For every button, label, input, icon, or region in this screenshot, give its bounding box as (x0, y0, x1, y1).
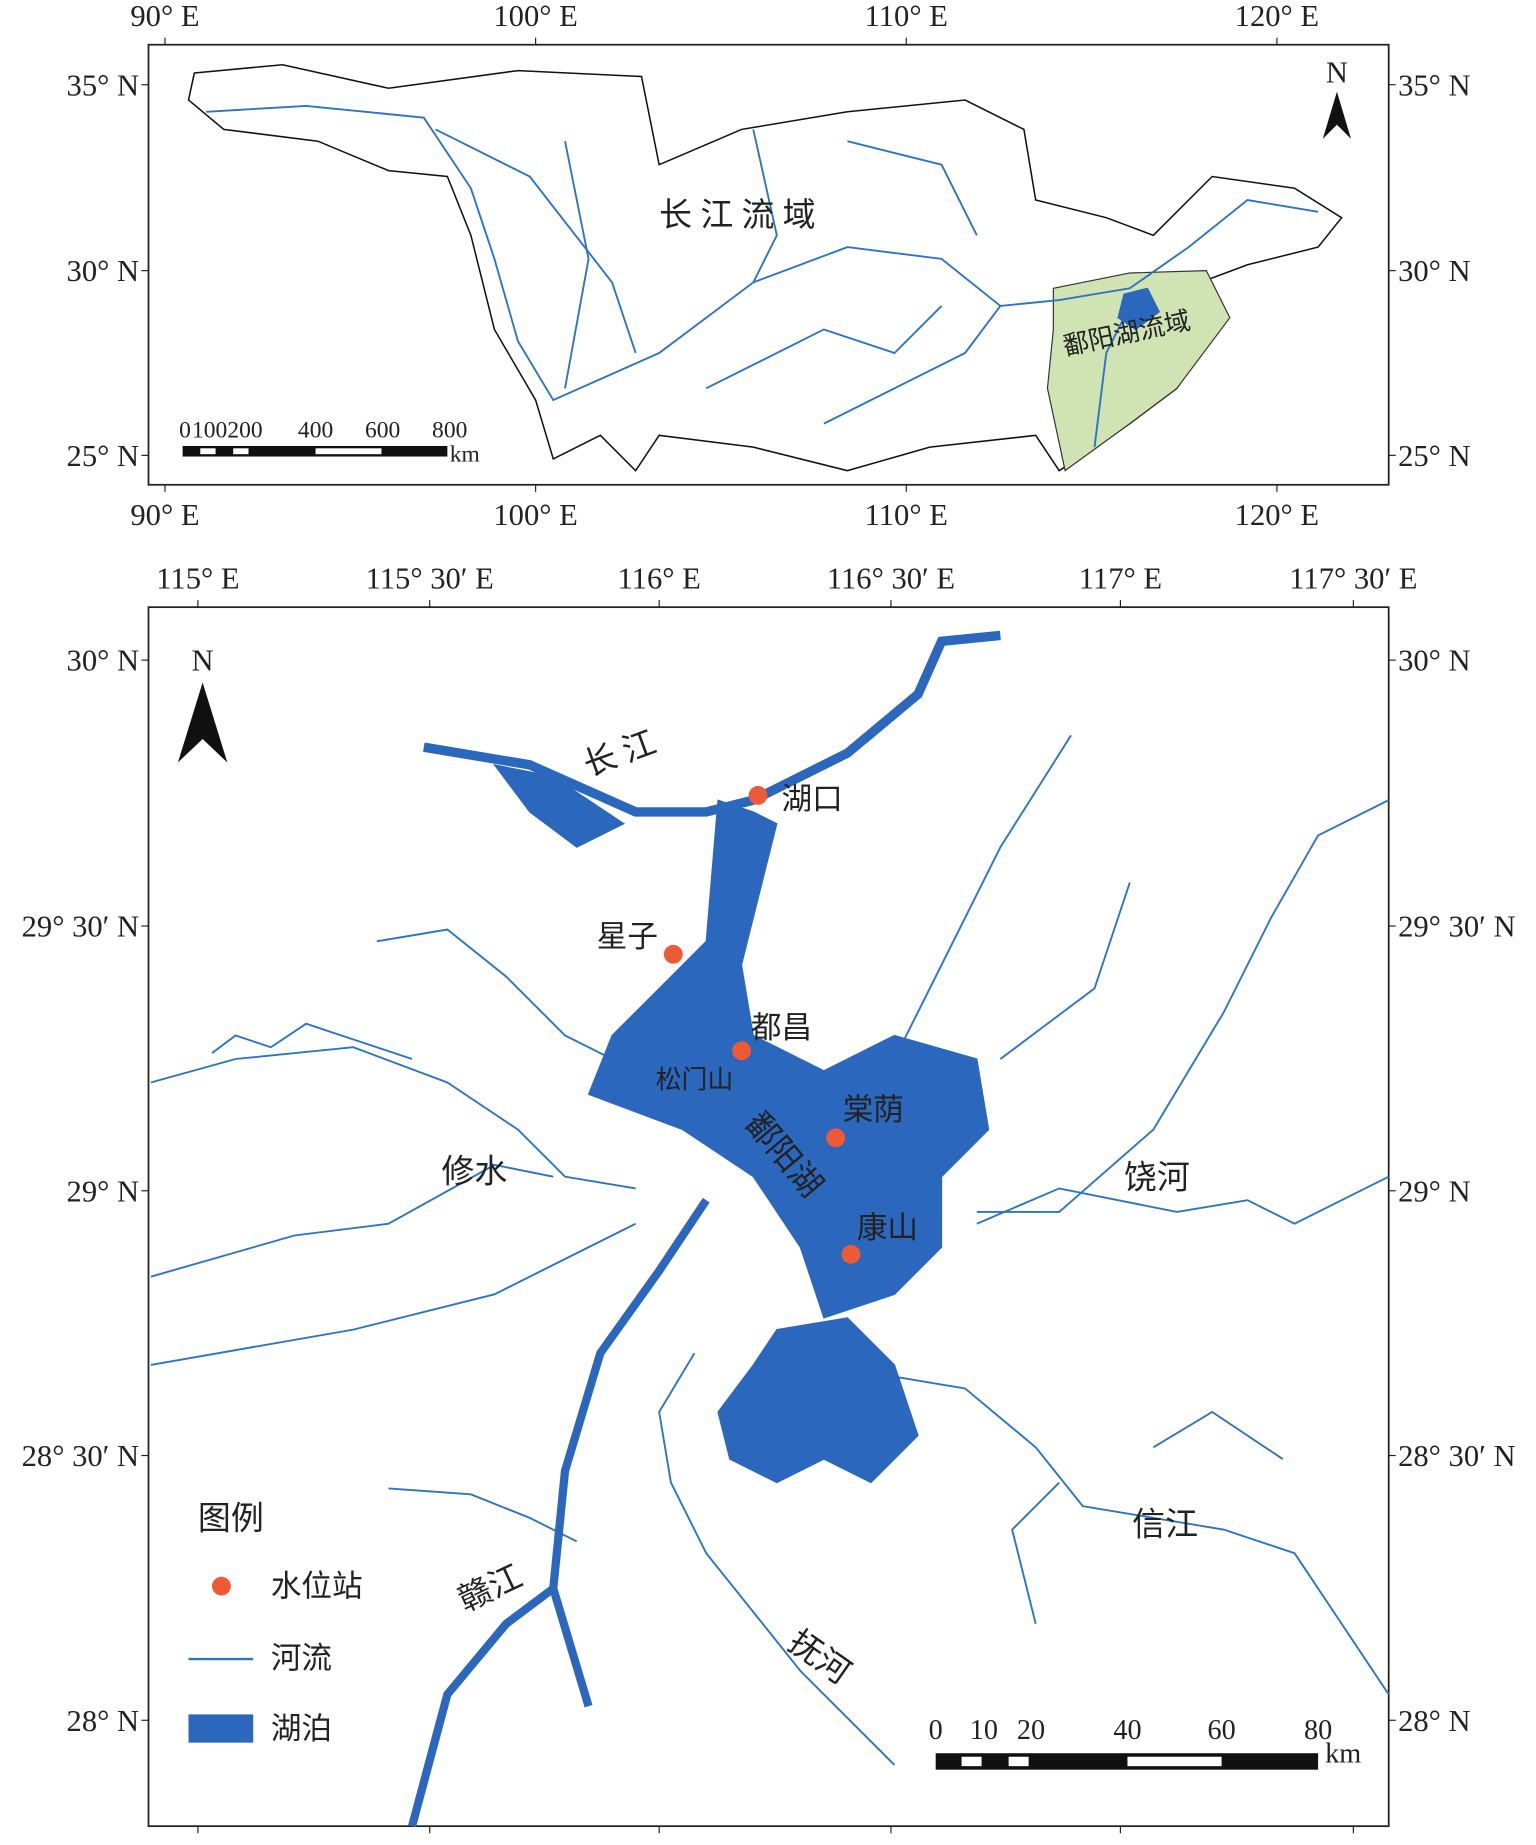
place-label: 赣江 (453, 1558, 528, 1619)
stations: 湖口 星子 都昌 棠荫 康山 (597, 783, 918, 1264)
station-label: 都昌 (751, 1011, 812, 1045)
x-tick-label: 90° E (130, 0, 199, 33)
overview-map: 长 江 流 域 鄱阳湖流域 N (147, 43, 1390, 486)
poyang-lake (587, 799, 990, 1319)
x-tick-label: 115° E (156, 561, 239, 595)
y-tick-label: 30° N (67, 644, 140, 678)
y-tick-label: 29° N (1398, 1174, 1471, 1208)
y-tick-label: 28° N (67, 1704, 140, 1738)
y-tick-label: 29° N (67, 1174, 140, 1208)
x-tick-label: 116° 30′ E (827, 1839, 955, 1845)
scale-label: 600 (365, 418, 400, 444)
y-tick-label: 30° N (1398, 644, 1471, 678)
scale-label: 400 (298, 418, 333, 444)
scale-label: 0 (179, 418, 191, 444)
frame (147, 606, 1390, 1828)
x-tick-label: 117° 30′ E (1289, 561, 1417, 595)
rivers (206, 104, 1319, 448)
x-tick-label: 115° 30′ E (366, 561, 494, 595)
y-tick-label: 25° N (67, 439, 140, 473)
x-tick-label: 117° 30′ E (1289, 1839, 1417, 1845)
legend-title: 图例 (198, 1501, 264, 1538)
lake-south (717, 1317, 919, 1484)
scale-label: 800 (432, 418, 467, 444)
x-tick-label: 110° E (865, 498, 948, 532)
x-tick-label: 116° E (618, 561, 701, 595)
scale-unit: km (450, 441, 480, 467)
lake (1117, 287, 1160, 331)
scale-label: 80 (1304, 1715, 1332, 1746)
y-tick-label: 35° N (67, 68, 140, 102)
north-label: N (1326, 55, 1348, 89)
y-tick-label: 25° N (1398, 439, 1471, 473)
sub-basin (1046, 270, 1231, 472)
x-tick-label: 117° E (1079, 1839, 1162, 1845)
place-label: 信江 (1132, 1507, 1198, 1544)
station-label: 康山 (857, 1211, 918, 1245)
scale-bar (935, 1753, 1319, 1770)
legend-label: 水位站 (271, 1570, 363, 1604)
gan-river (549, 1197, 710, 1708)
y-tick-label: 29° 30′ N (1398, 910, 1515, 944)
scale-label: 60 (1207, 1715, 1235, 1746)
scale-unit: km (1325, 1739, 1361, 1770)
place-label: 饶河 (1124, 1159, 1190, 1196)
legend-label: 湖泊 (271, 1712, 332, 1746)
scale-label: 20 (1017, 1715, 1045, 1746)
lake-north (493, 763, 626, 848)
y-tick-label: 29° 30′ N (22, 910, 139, 944)
rivers (150, 734, 1390, 1766)
x-tick-label: 120° E (1235, 0, 1319, 33)
x-tick-label: 117° E (1079, 561, 1162, 595)
place-label: 修水 (441, 1154, 507, 1191)
frame (147, 43, 1390, 486)
place-label: 抚河 (782, 1624, 857, 1692)
x-tick-label: 100° E (493, 0, 577, 33)
station-label: 星子 (597, 920, 658, 954)
scale-label: 200 (227, 418, 262, 444)
y-tick-label: 30° N (67, 254, 140, 288)
y-tick-label: 28° 30′ N (1398, 1439, 1515, 1473)
scale-label: 40 (1113, 1715, 1141, 1746)
y-tick-label: 28° N (1398, 1704, 1471, 1738)
place-label: 松门山 (656, 1065, 734, 1094)
north-label: N (192, 644, 214, 678)
x-tick-label: 100° E (493, 498, 577, 532)
scale-bar (182, 445, 448, 457)
scale-label: 100 (192, 418, 227, 444)
north-arrow (1322, 91, 1352, 139)
x-tick-label: 116° 30′ E (827, 561, 955, 595)
legend: 图例 水位站 河流 湖泊 (188, 1501, 363, 1746)
place-label: 长 江 (579, 725, 661, 784)
x-tick-label: 120° E (1235, 498, 1319, 532)
north-arrow (177, 682, 228, 763)
y-tick-label: 28° 30′ N (22, 1439, 139, 1473)
basin-label: 长 江 流 域 (659, 197, 815, 234)
y-tick-label: 30° N (1398, 254, 1471, 288)
x-tick-label: 90° E (130, 498, 199, 532)
station-label: 湖口 (782, 783, 843, 817)
x-tick-label: 116° E (618, 1839, 701, 1845)
x-tick-label: 115° E (156, 1839, 239, 1845)
x-tick-label: 115° 30′ E (366, 1839, 494, 1845)
station-label: 棠荫 (843, 1093, 904, 1127)
scale-label: 0 (929, 1715, 943, 1746)
basin-outline (187, 63, 1343, 472)
y-tick-label: 35° N (1398, 68, 1471, 102)
legend-label: 河流 (271, 1642, 332, 1676)
gan-river-branch (408, 1585, 556, 1828)
x-tick-label: 110° E (865, 0, 948, 33)
scale-label: 10 (970, 1715, 998, 1746)
main-map: 长 江 修水 饶河 信江 赣江 抚河 鄱阳湖 松门山 湖口 星子 都昌 棠荫 康… (147, 606, 1390, 1828)
